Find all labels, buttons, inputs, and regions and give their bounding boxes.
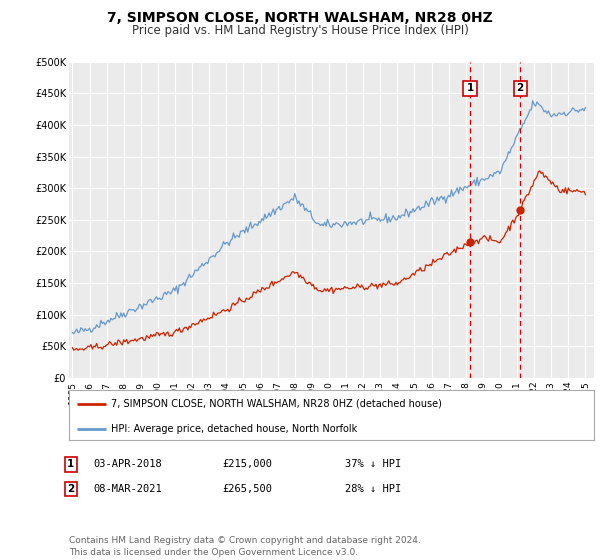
Text: 37% ↓ HPI: 37% ↓ HPI xyxy=(345,459,401,469)
Text: 08-MAR-2021: 08-MAR-2021 xyxy=(93,484,162,494)
Text: Price paid vs. HM Land Registry's House Price Index (HPI): Price paid vs. HM Land Registry's House … xyxy=(131,24,469,36)
Text: 1: 1 xyxy=(67,459,74,469)
Text: 03-APR-2018: 03-APR-2018 xyxy=(93,459,162,469)
Text: 1: 1 xyxy=(466,83,473,94)
Text: 2: 2 xyxy=(67,484,74,494)
Text: 28% ↓ HPI: 28% ↓ HPI xyxy=(345,484,401,494)
Text: 7, SIMPSON CLOSE, NORTH WALSHAM, NR28 0HZ: 7, SIMPSON CLOSE, NORTH WALSHAM, NR28 0H… xyxy=(107,11,493,25)
Text: HPI: Average price, detached house, North Norfolk: HPI: Average price, detached house, Nort… xyxy=(111,424,357,434)
Text: £265,500: £265,500 xyxy=(222,484,272,494)
Text: Contains HM Land Registry data © Crown copyright and database right 2024.
This d: Contains HM Land Registry data © Crown c… xyxy=(69,536,421,557)
Text: £215,000: £215,000 xyxy=(222,459,272,469)
Text: 7, SIMPSON CLOSE, NORTH WALSHAM, NR28 0HZ (detached house): 7, SIMPSON CLOSE, NORTH WALSHAM, NR28 0H… xyxy=(111,399,442,409)
Text: 2: 2 xyxy=(517,83,524,94)
